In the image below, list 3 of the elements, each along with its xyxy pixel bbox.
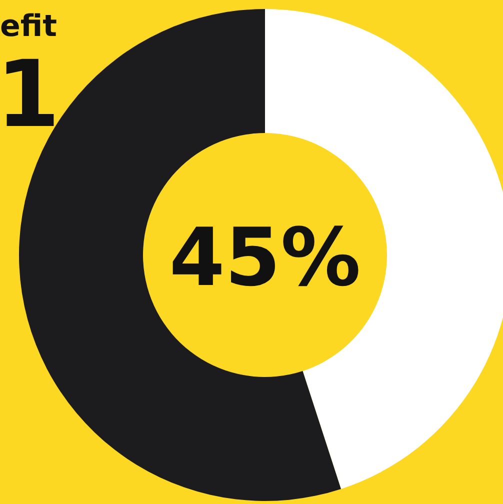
- text: 1: [0, 41, 60, 148]
- text: efit: [0, 9, 57, 44]
- text: 45%: [169, 211, 361, 304]
